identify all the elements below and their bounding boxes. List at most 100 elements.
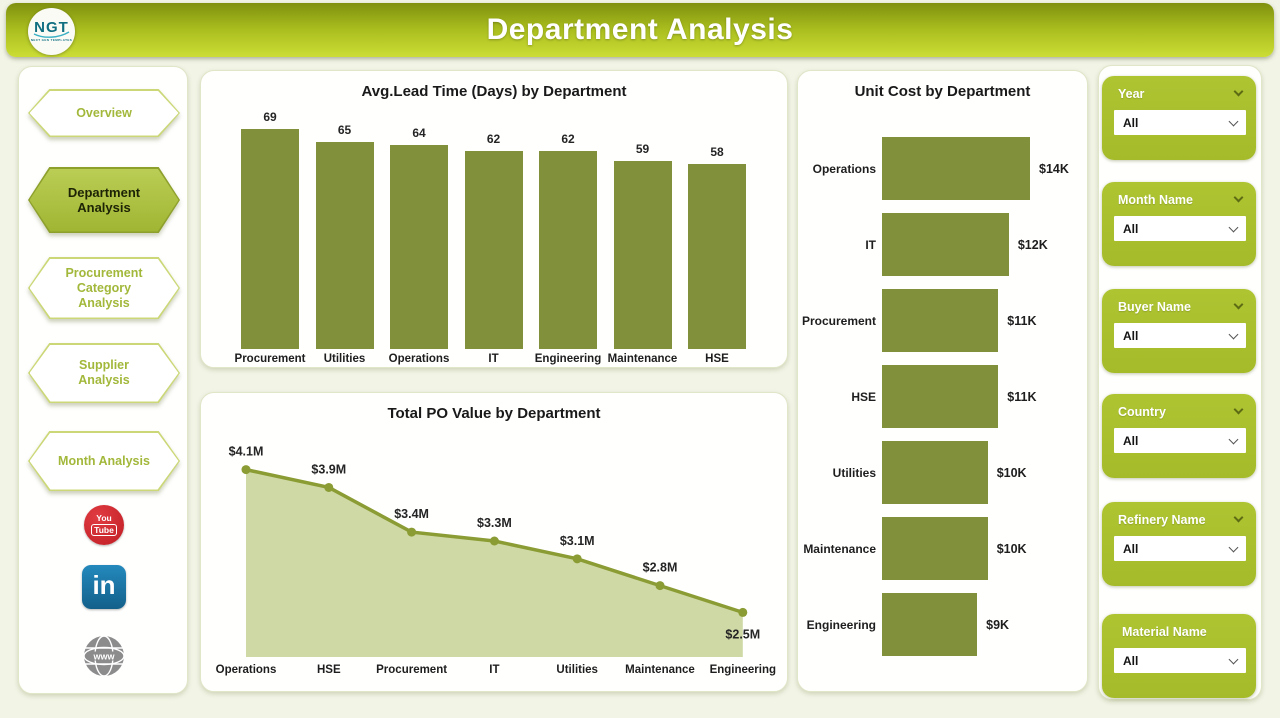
- material-name-dropdown-value: All: [1123, 653, 1139, 668]
- unit-cost-chart: Operations $14K IT $12K Procurement $11K HSE $1…: [798, 71, 1087, 691]
- area-point-engineering[interactable]: [738, 607, 748, 617]
- refinery-name-dropdown[interactable]: All: [1114, 536, 1246, 561]
- nav-supplier-analysis-label: Supplier Analysis: [78, 358, 130, 387]
- bar-operations[interactable]: [390, 144, 448, 349]
- filter-buyer-name-label: Buyer Name: [1118, 300, 1191, 314]
- youtube-link[interactable]: You Tube: [19, 505, 189, 545]
- hbar-label-engineering: Engineering: [806, 617, 876, 632]
- chevron-down-icon: [1228, 434, 1239, 444]
- area-value-engineering: $2.5M: [725, 627, 760, 641]
- unit-cost-chart-title: Unit Cost by Department: [854, 83, 1031, 100]
- hbar-value-procurement: $11K: [1007, 313, 1037, 328]
- logo-swoosh-icon: [33, 31, 70, 38]
- year-dropdown-value: All: [1123, 115, 1139, 130]
- bar-utilities[interactable]: [315, 141, 374, 349]
- area-point-it[interactable]: [489, 536, 499, 546]
- bar-it[interactable]: [464, 151, 523, 349]
- nav-department-analysis[interactable]: Department Analysis: [28, 167, 180, 233]
- hbar-value-utilities: $10K: [996, 465, 1027, 480]
- chevron-down-icon[interactable]: [1233, 404, 1244, 415]
- bar-value-utilities: 65: [337, 122, 352, 137]
- area-fill: [246, 469, 743, 657]
- nav-overview[interactable]: Overview: [28, 89, 180, 137]
- area-value-hse: $3.9M: [311, 462, 346, 476]
- chevron-down-icon[interactable]: [1233, 86, 1244, 97]
- country-dropdown[interactable]: All: [1114, 428, 1246, 453]
- nav-overview-label: Overview: [76, 105, 132, 120]
- area-value-it: $3.3M: [477, 516, 512, 530]
- filter-month-name: Month Name All: [1102, 182, 1256, 266]
- hbar-engineering[interactable]: [882, 593, 978, 656]
- bar-value-procurement: 69: [263, 110, 277, 124]
- bar-label-it: IT: [488, 353, 499, 365]
- hbar-label-hse: HSE: [851, 389, 876, 404]
- logo-tagline: NEXT GEN TEMPLATES: [30, 38, 73, 42]
- bar-procurement[interactable]: [241, 129, 299, 349]
- filter-refinery-name: Refinery Name All: [1102, 502, 1256, 586]
- area-point-operations[interactable]: [241, 465, 251, 475]
- chevron-down-icon[interactable]: [1233, 299, 1244, 310]
- bar-engineering[interactable]: [539, 151, 597, 349]
- nav-supplier-analysis[interactable]: Supplier Analysis: [28, 343, 180, 403]
- bar-value-maintenance: 59: [635, 141, 650, 156]
- logo-text: NGT: [34, 19, 69, 36]
- app-header: NGT NEXT GEN TEMPLATES Department Analys…: [6, 3, 1274, 57]
- filter-material-name: Material Name All: [1102, 614, 1256, 698]
- filter-month-name-label: Month Name: [1118, 193, 1193, 207]
- page-title: Department Analysis: [486, 13, 794, 46]
- area-label-engineering: Engineering: [710, 664, 776, 676]
- area-point-hse[interactable]: [324, 482, 334, 492]
- buyer-name-dropdown[interactable]: All: [1114, 323, 1246, 348]
- nav-sidebar: Overview Department Analysis Procurement…: [18, 66, 188, 694]
- bar-label-operations: Operations: [388, 353, 450, 365]
- chevron-down-icon[interactable]: [1233, 192, 1244, 203]
- ngt-logo: NGT NEXT GEN TEMPLATES: [28, 8, 75, 55]
- material-name-dropdown[interactable]: All: [1114, 648, 1246, 673]
- area-label-utilities: Utilities: [556, 664, 598, 676]
- linkedin-link[interactable]: in: [19, 565, 189, 609]
- unit-cost-chart-panel: Unit Cost by Department Operations $14K IT…: [797, 70, 1088, 692]
- filter-material-name-label: Material Name: [1122, 625, 1207, 639]
- month-name-dropdown[interactable]: All: [1114, 216, 1246, 241]
- year-dropdown[interactable]: All: [1114, 110, 1246, 135]
- hbar-value-it: $12K: [1017, 237, 1048, 252]
- month-name-dropdown-value: All: [1123, 221, 1139, 236]
- bar-maintenance[interactable]: [613, 160, 672, 349]
- filter-year: Year All: [1102, 76, 1256, 160]
- area-label-procurement: Procurement: [376, 664, 447, 676]
- hbar-utilities[interactable]: [882, 441, 988, 504]
- nav-procurement-category-analysis-label: Procurement Category Analysis: [65, 265, 143, 310]
- nav-procurement-category-analysis[interactable]: Procurement Category Analysis: [28, 257, 180, 319]
- lead-time-chart-title: Avg.Lead Time (Days) by Department: [361, 83, 627, 100]
- hbar-value-engineering: $9K: [986, 617, 1010, 632]
- filter-refinery-name-label: Refinery Name: [1118, 513, 1206, 527]
- area-point-maintenance[interactable]: [655, 581, 665, 591]
- lead-time-chart: 69 Procurement 65 Utilities 64 Operations 62 IT…: [201, 71, 787, 367]
- area-value-operations: $4.1M: [229, 445, 264, 459]
- filter-country-label: Country: [1118, 405, 1166, 419]
- chevron-down-icon: [1228, 329, 1239, 339]
- chevron-down-icon[interactable]: [1233, 512, 1244, 523]
- nav-month-analysis[interactable]: Month Analysis: [28, 431, 180, 491]
- hbar-label-procurement: Procurement: [801, 313, 876, 328]
- website-link[interactable]: www: [19, 634, 189, 678]
- globe-www-icon: www: [83, 635, 125, 677]
- refinery-name-dropdown-value: All: [1123, 541, 1139, 556]
- hbar-operations[interactable]: [882, 137, 1030, 200]
- hbar-value-operations: $14K: [1039, 161, 1069, 176]
- chevron-down-icon: [1228, 116, 1239, 126]
- country-dropdown-value: All: [1123, 433, 1139, 448]
- hbar-hse[interactable]: [882, 365, 999, 428]
- area-point-utilities[interactable]: [572, 554, 582, 564]
- hbar-it[interactable]: [882, 213, 1009, 276]
- bar-label-hse: HSE: [705, 353, 729, 365]
- bar-label-maintenance: Maintenance: [607, 353, 678, 365]
- hbar-maintenance[interactable]: [882, 517, 988, 580]
- chevron-down-icon: [1228, 654, 1239, 664]
- hbar-procurement[interactable]: [882, 289, 999, 352]
- area-point-procurement[interactable]: [407, 527, 417, 537]
- bar-hse[interactable]: [688, 164, 746, 349]
- po-value-chart-panel: Total PO Value by Department $4.1M Operat…: [200, 392, 788, 692]
- hbar-label-maintenance: Maintenance: [803, 541, 876, 556]
- bar-value-engineering: 62: [561, 132, 575, 147]
